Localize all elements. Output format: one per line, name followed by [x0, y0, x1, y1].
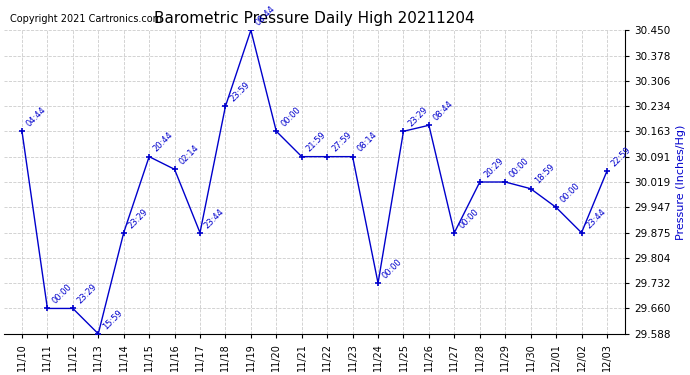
Text: 00:00: 00:00 — [508, 156, 531, 179]
Text: 08:14: 08:14 — [355, 130, 379, 154]
Text: 23:29: 23:29 — [126, 207, 150, 230]
Text: 04:44: 04:44 — [25, 105, 48, 129]
Text: 23:29: 23:29 — [76, 282, 99, 306]
Text: 18:59: 18:59 — [533, 163, 557, 186]
Text: 02:14: 02:14 — [177, 143, 201, 166]
Text: 23:44: 23:44 — [584, 207, 607, 230]
Text: Copyright 2021 Cartronics.com: Copyright 2021 Cartronics.com — [10, 14, 163, 24]
Text: 23:44: 23:44 — [203, 207, 226, 230]
Text: 20:29: 20:29 — [482, 156, 506, 179]
Text: 00:00: 00:00 — [279, 105, 302, 129]
Text: 15:59: 15:59 — [101, 308, 124, 331]
Text: 00:00: 00:00 — [457, 207, 480, 230]
Title: Barometric Pressure Daily High 20211204: Barometric Pressure Daily High 20211204 — [154, 11, 475, 26]
Text: 00:00: 00:00 — [50, 282, 73, 306]
Text: 08:44: 08:44 — [254, 4, 277, 27]
Y-axis label: Pressure (Inches/Hg): Pressure (Inches/Hg) — [676, 124, 686, 240]
Text: 22:59: 22:59 — [610, 145, 633, 168]
Text: 21:59: 21:59 — [304, 131, 328, 154]
Text: 23:29: 23:29 — [406, 105, 429, 129]
Text: 08:44: 08:44 — [432, 99, 455, 123]
Text: 00:00: 00:00 — [559, 182, 582, 205]
Text: 27:59: 27:59 — [330, 130, 353, 154]
Text: 20:44: 20:44 — [152, 131, 175, 154]
Text: 00:00: 00:00 — [381, 257, 404, 280]
Text: 23:59: 23:59 — [228, 80, 251, 104]
